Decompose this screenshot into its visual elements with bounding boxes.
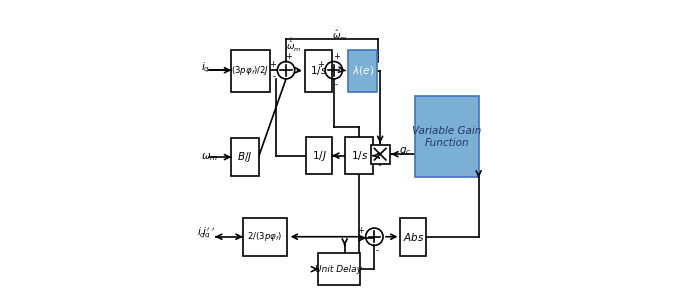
Text: +: + <box>333 52 340 61</box>
Text: -: - <box>375 246 378 255</box>
Text: +: + <box>269 60 276 69</box>
Text: $1/J$: $1/J$ <box>312 149 327 163</box>
Bar <box>401 218 427 255</box>
Bar <box>242 218 288 255</box>
Text: $\hat{\omega}_m$: $\hat{\omega}_m$ <box>332 29 347 43</box>
Text: $\dot{\hat{\omega}}_m$: $\dot{\hat{\omega}}_m$ <box>286 37 301 54</box>
Text: $B/J$: $B/J$ <box>237 150 253 164</box>
Bar <box>318 253 360 285</box>
Text: $\lambda(e)$: $\lambda(e)$ <box>351 64 374 77</box>
Text: $g_c$: $g_c$ <box>399 145 412 157</box>
Bar <box>231 50 270 92</box>
Text: $1/s$: $1/s$ <box>351 149 368 162</box>
Text: $Abs$: $Abs$ <box>403 231 424 243</box>
Text: Unit Delay: Unit Delay <box>315 265 362 274</box>
Bar <box>231 138 258 176</box>
Text: -: - <box>273 72 276 81</box>
Bar <box>371 145 390 164</box>
Bar <box>348 50 377 92</box>
Text: $i_q\,'$: $i_q\,'$ <box>202 225 216 240</box>
Text: +: + <box>286 52 292 61</box>
Text: -: - <box>335 80 338 89</box>
Text: +: + <box>358 226 364 235</box>
Bar <box>306 137 332 175</box>
Text: +: + <box>316 60 324 69</box>
Text: $(3p\varphi_f)/2J$: $(3p\varphi_f)/2J$ <box>232 64 270 77</box>
Text: $1/s$: $1/s$ <box>310 64 327 77</box>
Bar <box>415 96 479 177</box>
Text: $2/(3p\varphi_f)$: $2/(3p\varphi_f)$ <box>247 230 283 243</box>
Text: $i_q$: $i_q$ <box>201 60 210 74</box>
Text: $i_q\,'$: $i_q\,'$ <box>197 225 210 240</box>
Text: Variable Gain
Function: Variable Gain Function <box>412 126 482 148</box>
Text: $\omega_m$: $\omega_m$ <box>201 151 218 163</box>
Bar <box>345 137 373 175</box>
Bar <box>305 50 332 92</box>
